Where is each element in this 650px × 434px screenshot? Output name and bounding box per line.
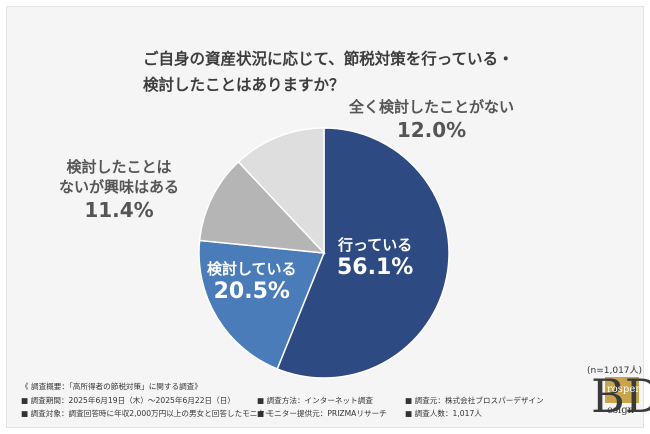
pie-slice-0 [276,127,450,379]
label-slice-2: 検討したことは ないが興味はある 11.4% [59,157,179,223]
slice-0-category: 行っている [338,236,413,254]
logo-monogram: BD [591,369,650,423]
slice-1-percent: 20.5% [213,279,290,304]
pie-slice-1 [198,239,326,370]
label-slice-3: 全く検討したことがない 12.0% [349,97,514,143]
pie-chart [198,127,450,379]
label-slice-0: 行っている 56.1% [337,235,413,281]
logo-gold-square [605,377,639,403]
slice-1-category: 検討している [207,260,297,278]
survey-source: ■ 調査元：株式会社ブロスパーデザイン [405,395,544,405]
survey-heading: 《 調査概要：「高所得者の節税対策」に関する調査》 [21,382,202,391]
slice-2-category-line-2: ないが興味はある [59,178,180,196]
slice-3-percent: 12.0% [396,118,467,142]
survey-period: ■ 調査期間：2025年6月19日（木）～2025年6月22日（日） [21,395,235,405]
survey-panel: ■ モニター提供元：PRIZMAリサーチ [257,409,387,418]
slice-0-percent: 56.1% [337,255,414,280]
logo-text-line-1: rosper [607,384,641,395]
survey-row-2: ■ 調査対象：調査回答時に年収2,000万円以上の男女と回答したモニター■ モニ… [21,408,544,422]
sample-size-note: (n=1,017人) [587,366,643,376]
survey-overview: 《 調査概要：「高所得者の節税対策」に関する調査》 ■ 調査期間：2025年6月… [21,381,544,422]
label-slice-1: 検討している 20.5% [207,259,297,305]
survey-count: ■ 調査人数：1,017人 [405,409,482,418]
survey-method: ■ 調査方法：インターネット調査 [257,395,373,405]
survey-row-1: ■ 調査期間：2025年6月19日（木）～2025年6月22日（日） ■ 調査方法… [21,395,544,409]
slice-2-percent: 11.4% [84,198,154,222]
slice-2-category-line-1: 検討したことは [66,158,172,176]
chart-title-line-2: 検討したことはありますか？ [143,76,345,94]
pie-slice-3 [237,127,325,255]
chart-frame: ご自身の資産状況に応じて、節税対策を行っている・ 検討したことはありますか？ 行… [6,6,650,428]
prosper-design-logo: BD rosper esign [591,373,650,423]
logo-text-line-2: esign [607,405,635,416]
chart-title-line-1: ご自身の資産状況に応じて、節税対策を行っている・ [143,50,514,68]
pie-slice-2 [198,160,326,254]
survey-target: ■ 調査対象：調査回答時に年収2,000万円以上の男女と回答したモニター [21,409,273,418]
slice-3-category: 全く検討したことがない [349,98,515,116]
